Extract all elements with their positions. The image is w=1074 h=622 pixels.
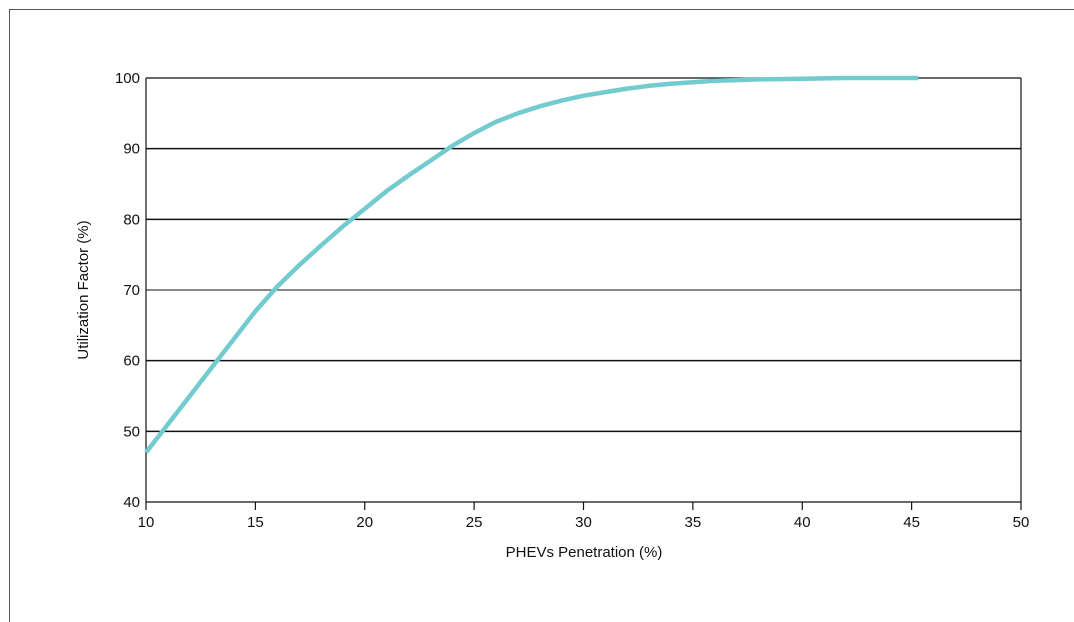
- y-tick-label: 70: [123, 282, 140, 299]
- y-axis-label: Utilization Factor (%): [75, 220, 92, 359]
- gridlines: [146, 147, 1021, 433]
- x-tick-labels: 10 15 20 25 30 35 40 45 50: [138, 514, 1030, 531]
- y-tick-label: 50: [123, 423, 140, 440]
- y-tick-label: 100: [115, 70, 140, 87]
- x-tick-label: 40: [794, 514, 811, 531]
- x-tick-label: 50: [1013, 514, 1030, 531]
- x-tick-label: 35: [685, 514, 702, 531]
- y-tick-label: 60: [123, 353, 140, 370]
- x-tick-label: 45: [903, 514, 920, 531]
- x-tick-label: 10: [138, 514, 155, 531]
- x-tick-label: 20: [356, 514, 373, 531]
- x-tick-label: 30: [575, 514, 592, 531]
- series-layer: [144, 75, 919, 454]
- x-tick-label: 15: [247, 514, 264, 531]
- figure-frame: [9, 9, 1074, 622]
- axes: [145, 77, 1022, 510]
- y-tick-labels: 40 50 60 70 80 90 100: [115, 70, 140, 511]
- x-tick-label: 25: [466, 514, 483, 531]
- y-tick-label: 40: [123, 494, 140, 511]
- y-tick-label: 90: [123, 141, 140, 158]
- x-axis-label: PHEVs Penetration (%): [506, 544, 663, 561]
- series-line: [144, 75, 919, 454]
- y-tick-label: 80: [123, 211, 140, 228]
